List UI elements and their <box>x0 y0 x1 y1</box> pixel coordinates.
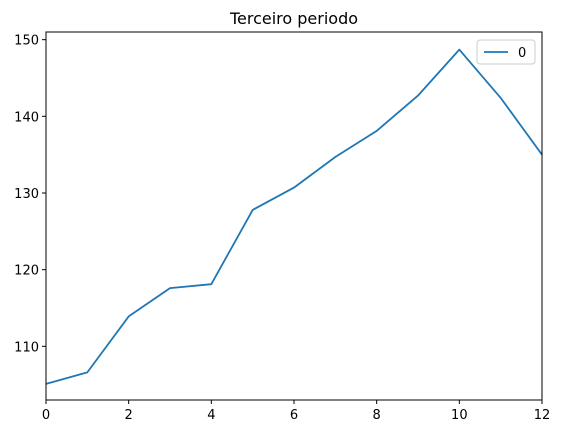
y-tick-label-1: 120 <box>14 264 39 279</box>
x-tick-label-4: 8 <box>373 408 381 423</box>
x-tick-label-2: 4 <box>207 408 215 423</box>
y-tick-label-2: 130 <box>14 187 39 202</box>
y-tick-label-0: 110 <box>14 340 39 355</box>
x-tick-label-3: 6 <box>290 408 298 423</box>
x-tick-label-5: 10 <box>451 408 468 423</box>
x-tick-label-0: 0 <box>42 408 50 423</box>
y-tick-label-3: 140 <box>14 110 39 125</box>
legend-label-0: 0 <box>518 46 526 61</box>
x-tick-label-6: 12 <box>534 408 551 423</box>
axes-frame <box>45 31 543 401</box>
series-line-0 <box>45 48 543 385</box>
y-tick-label-4: 150 <box>14 34 39 49</box>
chart-title: Terceiro periodo <box>229 9 358 28</box>
plot-area: 0 2 4 6 8 10 12 110 120 130 140 150 0 <box>14 31 551 423</box>
x-tick-label-1: 2 <box>125 408 133 423</box>
